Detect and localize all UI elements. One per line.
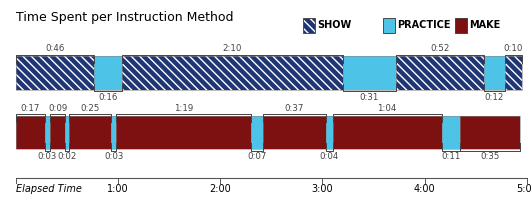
Text: Elapsed Time: Elapsed Time xyxy=(16,184,82,194)
FancyBboxPatch shape xyxy=(69,116,111,149)
Text: 0:02: 0:02 xyxy=(57,152,77,161)
FancyBboxPatch shape xyxy=(326,116,332,149)
Text: 2:10: 2:10 xyxy=(222,45,242,53)
FancyBboxPatch shape xyxy=(263,116,326,149)
Text: 1:00: 1:00 xyxy=(107,184,129,194)
FancyBboxPatch shape xyxy=(332,116,442,149)
Text: Time Spent per Instruction Method: Time Spent per Instruction Method xyxy=(16,11,234,24)
Text: 4:00: 4:00 xyxy=(414,184,435,194)
Text: 0:12: 0:12 xyxy=(485,93,504,102)
FancyBboxPatch shape xyxy=(111,116,117,149)
FancyBboxPatch shape xyxy=(460,116,520,149)
Text: 1:04: 1:04 xyxy=(377,104,397,113)
FancyBboxPatch shape xyxy=(383,18,395,33)
FancyBboxPatch shape xyxy=(117,116,251,149)
FancyBboxPatch shape xyxy=(94,56,121,90)
FancyBboxPatch shape xyxy=(16,116,45,149)
Text: 0:37: 0:37 xyxy=(285,104,304,113)
Text: 5:00: 5:00 xyxy=(516,184,532,194)
Text: MAKE: MAKE xyxy=(469,20,501,31)
Text: SHOW: SHOW xyxy=(318,20,352,31)
Text: 3:00: 3:00 xyxy=(312,184,333,194)
FancyBboxPatch shape xyxy=(50,116,65,149)
Text: 0:09: 0:09 xyxy=(48,104,67,113)
FancyBboxPatch shape xyxy=(251,116,263,149)
FancyBboxPatch shape xyxy=(121,56,343,90)
Text: 0:52: 0:52 xyxy=(430,45,450,53)
Text: PRACTICE: PRACTICE xyxy=(397,20,451,31)
FancyBboxPatch shape xyxy=(65,116,69,149)
Text: 0:03: 0:03 xyxy=(38,152,57,161)
FancyBboxPatch shape xyxy=(303,18,315,33)
Text: 0:31: 0:31 xyxy=(360,93,379,102)
FancyBboxPatch shape xyxy=(396,56,484,90)
Text: 0:46: 0:46 xyxy=(45,45,65,53)
FancyBboxPatch shape xyxy=(504,56,521,90)
Text: 0:04: 0:04 xyxy=(320,152,339,161)
Text: 0:03: 0:03 xyxy=(104,152,123,161)
Text: 0:11: 0:11 xyxy=(441,152,461,161)
Text: 0:10: 0:10 xyxy=(503,45,523,53)
FancyBboxPatch shape xyxy=(455,18,467,33)
Text: 0:16: 0:16 xyxy=(98,93,118,102)
Text: 0:25: 0:25 xyxy=(80,104,99,113)
Text: 0:07: 0:07 xyxy=(247,152,267,161)
FancyBboxPatch shape xyxy=(442,116,460,149)
FancyBboxPatch shape xyxy=(343,56,396,90)
FancyBboxPatch shape xyxy=(16,56,94,90)
FancyBboxPatch shape xyxy=(45,116,50,149)
Text: 1:19: 1:19 xyxy=(174,104,193,113)
Text: 0:35: 0:35 xyxy=(480,152,500,161)
FancyBboxPatch shape xyxy=(484,56,504,90)
Text: 2:00: 2:00 xyxy=(210,184,231,194)
Text: 0:17: 0:17 xyxy=(21,104,40,113)
